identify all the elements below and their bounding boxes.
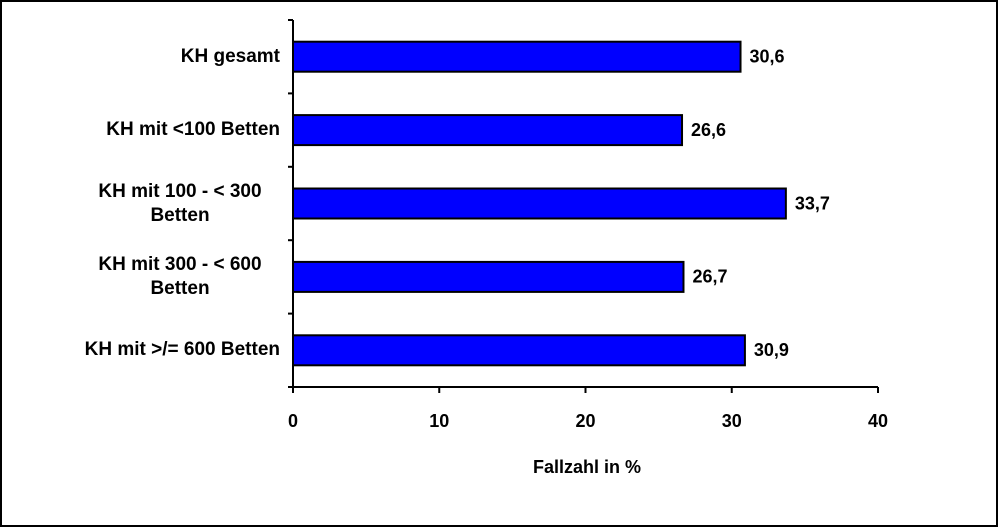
x-tick-label: 30 xyxy=(722,411,742,431)
bar xyxy=(292,187,787,220)
value-label: 26,7 xyxy=(692,267,727,287)
bar xyxy=(292,260,685,293)
x-tick-label: 0 xyxy=(288,411,298,431)
y-tick-label: KH mit >/= 600 Betten xyxy=(84,339,280,361)
value-label: 30,9 xyxy=(754,340,789,360)
value-label: 30,6 xyxy=(750,46,785,66)
value-label: 33,7 xyxy=(795,193,830,213)
x-tick-label: 20 xyxy=(575,411,595,431)
bar xyxy=(292,334,746,367)
y-tick-label: KH mit 300 - < 600 Betten xyxy=(98,253,262,299)
x-axis-label: Fallzahl in % xyxy=(533,457,641,477)
x-tick-label: 10 xyxy=(429,411,449,431)
y-tick-label: KH mit <100 Betten xyxy=(106,119,280,141)
y-tick-label: KH mit 100 - < 300 Betten xyxy=(98,180,262,226)
bar xyxy=(292,114,684,147)
value-label: 26,6 xyxy=(691,120,726,140)
bar xyxy=(292,40,742,73)
y-tick-label: KH gesamt xyxy=(180,45,280,67)
x-tick-label: 40 xyxy=(868,411,888,431)
